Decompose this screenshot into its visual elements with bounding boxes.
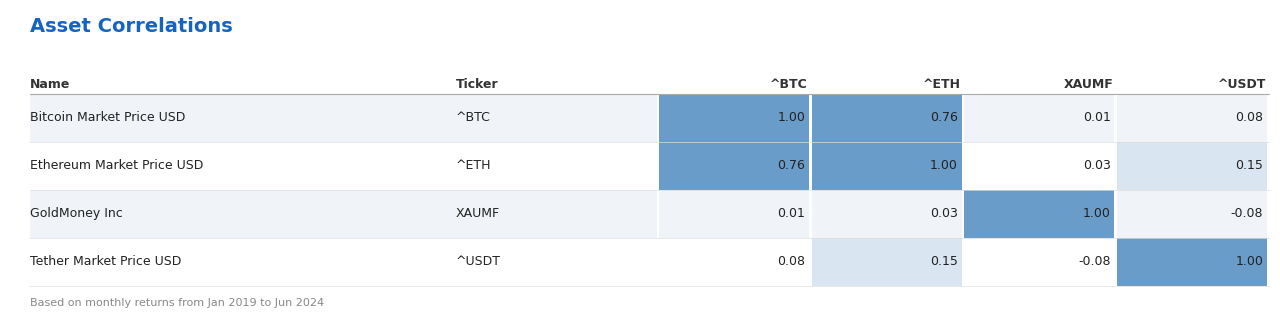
Text: 0.01: 0.01 bbox=[777, 207, 805, 220]
Text: 0.01: 0.01 bbox=[1083, 112, 1111, 124]
Text: Asset Correlations: Asset Correlations bbox=[29, 17, 233, 36]
Text: Bitcoin Market Price USD: Bitcoin Market Price USD bbox=[29, 112, 186, 124]
Text: 0.15: 0.15 bbox=[931, 255, 957, 268]
Text: ^ETH: ^ETH bbox=[456, 159, 492, 172]
Text: Name: Name bbox=[29, 78, 70, 91]
Text: ^ETH: ^ETH bbox=[923, 78, 960, 91]
Text: 0.76: 0.76 bbox=[777, 159, 805, 172]
Bar bbox=[964, 94, 1115, 142]
Text: -0.08: -0.08 bbox=[1078, 255, 1111, 268]
Bar bbox=[29, 94, 657, 142]
Bar bbox=[964, 142, 1115, 190]
Text: Ticker: Ticker bbox=[456, 78, 498, 91]
Text: 0.03: 0.03 bbox=[1083, 159, 1111, 172]
Bar bbox=[812, 190, 961, 238]
Text: 1.00: 1.00 bbox=[931, 159, 957, 172]
Text: 0.08: 0.08 bbox=[1235, 112, 1263, 124]
Text: ^BTC: ^BTC bbox=[456, 112, 490, 124]
Bar bbox=[1117, 190, 1267, 238]
Bar bbox=[29, 142, 657, 190]
Text: 1.00: 1.00 bbox=[777, 112, 805, 124]
Text: GoldMoney Inc: GoldMoney Inc bbox=[29, 207, 123, 220]
Bar bbox=[812, 94, 961, 142]
Text: Ethereum Market Price USD: Ethereum Market Price USD bbox=[29, 159, 204, 172]
Text: Tether Market Price USD: Tether Market Price USD bbox=[29, 255, 180, 268]
Text: 1.00: 1.00 bbox=[1083, 207, 1111, 220]
Text: 1.00: 1.00 bbox=[1235, 255, 1263, 268]
Text: 0.15: 0.15 bbox=[1235, 159, 1263, 172]
Text: 0.08: 0.08 bbox=[777, 255, 805, 268]
Text: XAUMF: XAUMF bbox=[456, 207, 499, 220]
Bar bbox=[659, 190, 809, 238]
Bar bbox=[812, 142, 961, 190]
Text: -0.08: -0.08 bbox=[1230, 207, 1263, 220]
Bar bbox=[964, 190, 1115, 238]
Bar bbox=[1117, 142, 1267, 190]
Bar bbox=[659, 142, 809, 190]
Text: ^BTC: ^BTC bbox=[771, 78, 808, 91]
Bar bbox=[964, 238, 1115, 286]
Text: XAUMF: XAUMF bbox=[1064, 78, 1114, 91]
Bar bbox=[1117, 94, 1267, 142]
Bar bbox=[29, 190, 657, 238]
Text: ^USDT: ^USDT bbox=[456, 255, 500, 268]
Bar bbox=[812, 238, 961, 286]
Text: 0.76: 0.76 bbox=[931, 112, 957, 124]
Bar bbox=[659, 94, 809, 142]
Bar bbox=[1117, 238, 1267, 286]
Bar bbox=[29, 238, 657, 286]
Text: Based on monthly returns from Jan 2019 to Jun 2024: Based on monthly returns from Jan 2019 t… bbox=[29, 298, 324, 308]
Bar bbox=[659, 238, 809, 286]
Text: 0.03: 0.03 bbox=[931, 207, 957, 220]
Text: ^USDT: ^USDT bbox=[1217, 78, 1266, 91]
